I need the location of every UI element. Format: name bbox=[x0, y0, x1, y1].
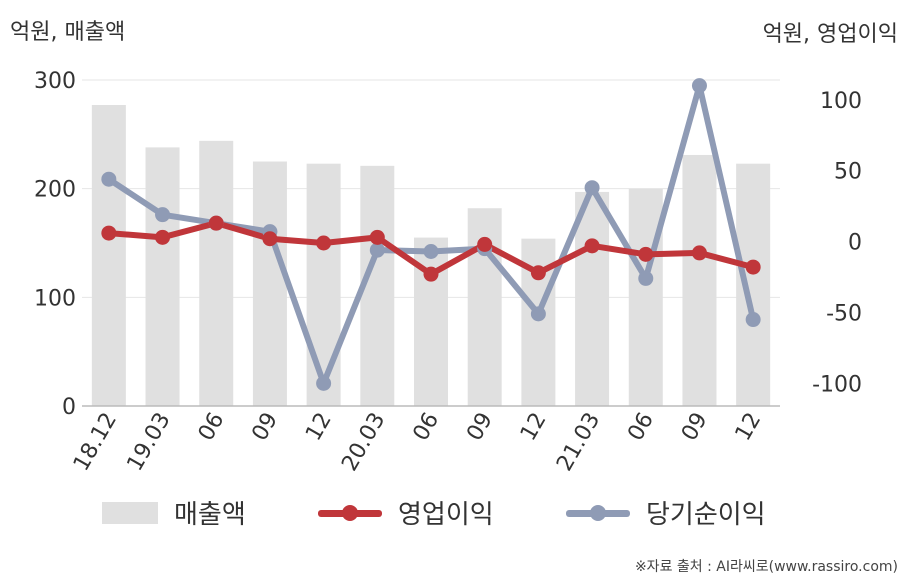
legend-net-label: 당기순이익 bbox=[646, 500, 766, 530]
right-tick-label: -100 bbox=[812, 372, 862, 397]
revenue-bars bbox=[91, 104, 771, 406]
left-axis-unit: 억원, 매출액 bbox=[10, 20, 126, 45]
x-tick-label: 09 bbox=[462, 409, 498, 446]
revenue-bar bbox=[736, 163, 771, 406]
operating-income-point bbox=[101, 225, 117, 241]
right-tick-label: -50 bbox=[826, 301, 862, 326]
x-tick-label: 09 bbox=[247, 409, 283, 446]
left-tick-label: 300 bbox=[34, 69, 76, 94]
operating-income-point bbox=[316, 235, 332, 251]
legend-operating-label: 영업이익 bbox=[398, 500, 494, 530]
revenue-bar bbox=[199, 140, 234, 406]
operating-income-point bbox=[208, 215, 224, 231]
x-tick-label: 12 bbox=[516, 409, 552, 446]
revenue-bar bbox=[252, 161, 287, 406]
net-income-point bbox=[369, 242, 385, 258]
legend-operating-swatch bbox=[318, 498, 382, 528]
right-tick-label: 0 bbox=[848, 231, 862, 256]
profit-lines bbox=[101, 78, 761, 391]
operating-income-point bbox=[584, 238, 600, 254]
x-tick-label: 18.12 bbox=[69, 409, 122, 476]
x-tick-label: 12 bbox=[301, 409, 337, 446]
operating-income-point bbox=[262, 231, 278, 247]
operating-income-point bbox=[638, 246, 654, 262]
x-tick-label: 20.03 bbox=[337, 409, 390, 476]
revenue-bar bbox=[628, 188, 663, 406]
left-tick-label: 200 bbox=[34, 178, 76, 203]
net-income-point bbox=[584, 180, 600, 196]
operating-income-point bbox=[530, 265, 546, 281]
net-income-point bbox=[745, 312, 761, 328]
right-tick-label: 50 bbox=[834, 160, 862, 185]
legend-revenue: 매출액 bbox=[102, 494, 246, 531]
legend-net-swatch bbox=[566, 498, 630, 528]
operating-income-point bbox=[155, 229, 171, 245]
right-tick-label: 100 bbox=[820, 89, 862, 114]
operating-income-point bbox=[423, 266, 439, 282]
net-income-point bbox=[691, 78, 707, 94]
left-tick-label: 100 bbox=[34, 286, 76, 311]
source-note: ※자료 출처 : AI라씨로(www.rassiro.com) bbox=[634, 559, 898, 575]
net-income-point bbox=[101, 171, 117, 187]
operating-income-point bbox=[691, 245, 707, 261]
legend-revenue-label: 매출액 bbox=[174, 500, 246, 530]
revenue-bar bbox=[306, 163, 341, 406]
left-tick-label: 0 bbox=[62, 395, 76, 420]
legend-operating: 영업이익 bbox=[318, 494, 494, 531]
x-tick-label: 19.03 bbox=[123, 409, 176, 476]
net-income-point bbox=[316, 375, 332, 391]
operating-income-point bbox=[745, 259, 761, 275]
net-income-point bbox=[423, 244, 439, 260]
net-income-point bbox=[530, 306, 546, 322]
right-axis-unit: 억원, 영업이익 bbox=[762, 22, 898, 47]
revenue-bar bbox=[145, 147, 180, 406]
x-tick-label: 06 bbox=[623, 409, 659, 446]
revenue-bar bbox=[682, 154, 717, 406]
revenue-bar bbox=[575, 191, 610, 406]
operating-income-point bbox=[477, 236, 493, 252]
operating-income-point bbox=[369, 229, 385, 245]
revenue-bar bbox=[91, 104, 126, 406]
net-income-point bbox=[155, 207, 171, 223]
x-tick-label: 12 bbox=[731, 409, 767, 446]
x-tick-label: 06 bbox=[409, 409, 445, 446]
x-tick-label: 06 bbox=[194, 409, 230, 446]
x-tick-label: 21.03 bbox=[552, 409, 605, 476]
x-tick-label: 09 bbox=[677, 409, 713, 446]
legend-revenue-swatch bbox=[102, 501, 158, 524]
legend-net: 당기순이익 bbox=[566, 494, 766, 531]
net-income-point bbox=[638, 270, 654, 286]
